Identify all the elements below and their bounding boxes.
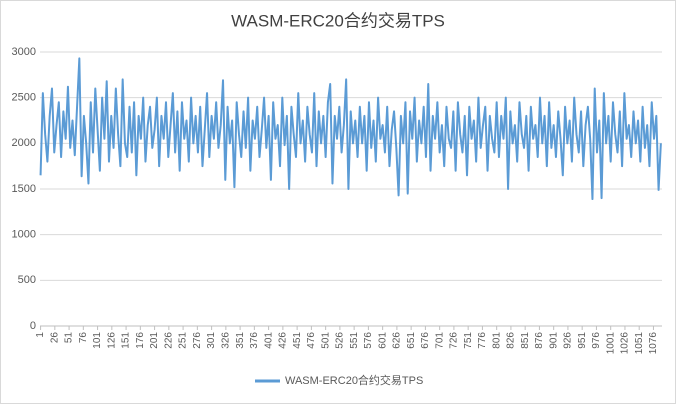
x-tick-label: 26 xyxy=(49,332,60,344)
x-tick-label: 301 xyxy=(206,332,217,349)
x-tick-label: 776 xyxy=(477,332,488,349)
y-tick-label: 3000 xyxy=(12,46,36,58)
x-tick-label: 426 xyxy=(278,332,289,349)
x-tick-label: 151 xyxy=(121,332,132,349)
x-tick-label: 701 xyxy=(434,332,445,349)
x-tick-label: 576 xyxy=(363,332,374,349)
line-series xyxy=(39,57,662,201)
x-tick-label: 651 xyxy=(406,332,417,349)
x-tick-label: 176 xyxy=(135,332,146,349)
x-tick-label: 451 xyxy=(292,332,303,349)
x-tick-label: 226 xyxy=(163,332,174,349)
x-tick-label: 126 xyxy=(106,332,117,349)
y-tick-label: 2500 xyxy=(12,92,36,104)
x-tick-label: 726 xyxy=(449,332,460,349)
x-tick-label: 801 xyxy=(491,332,502,349)
y-tick-label: 500 xyxy=(18,274,36,286)
x-tick-label: 676 xyxy=(420,332,431,349)
x-tick-label: 376 xyxy=(249,332,260,349)
x-tick-label: 201 xyxy=(149,332,160,349)
x-tick-label: 76 xyxy=(78,332,89,344)
x-tick-label: 351 xyxy=(235,332,246,349)
chart-title: WASM-ERC20合约交易TPS xyxy=(231,11,445,30)
x-tick-label: 101 xyxy=(92,332,103,349)
x-tick-label: 951 xyxy=(577,332,588,349)
x-tick-label: 926 xyxy=(563,332,574,349)
x-tick-label: 526 xyxy=(335,332,346,349)
x-tick-label: 876 xyxy=(534,332,545,349)
y-tick-label: 1500 xyxy=(12,183,36,195)
x-tick-label: 976 xyxy=(591,332,602,349)
x-tick-label: 626 xyxy=(392,332,403,349)
x-tick-label: 1 xyxy=(35,332,46,338)
x-tick-label: 751 xyxy=(463,332,474,349)
x-tick-label: 826 xyxy=(506,332,517,349)
x-tick-label: 551 xyxy=(349,332,360,349)
x-tick-label: 601 xyxy=(377,332,388,349)
x-tick-label: 1026 xyxy=(620,332,631,355)
x-tick-label: 1001 xyxy=(605,332,616,355)
y-tick-label: 0 xyxy=(30,320,36,332)
y-tick-label: 1000 xyxy=(12,229,36,241)
x-tick-label: 1051 xyxy=(634,332,645,355)
x-tick-label: 51 xyxy=(64,332,75,344)
x-tick-label: 251 xyxy=(178,332,189,349)
x-tick-label: 326 xyxy=(220,332,231,349)
x-tick-label: 476 xyxy=(306,332,317,349)
x-tick-label: 276 xyxy=(192,332,203,349)
x-tick-label: 1076 xyxy=(648,332,659,355)
x-tick-label: 501 xyxy=(320,332,331,349)
x-tick-label: 401 xyxy=(263,332,274,349)
x-tick-label: 851 xyxy=(520,332,531,349)
y-tick-label: 2000 xyxy=(12,137,36,149)
x-tick-label: 901 xyxy=(548,332,559,349)
legend-label: WASM-ERC20合约交易TPS xyxy=(285,373,423,387)
